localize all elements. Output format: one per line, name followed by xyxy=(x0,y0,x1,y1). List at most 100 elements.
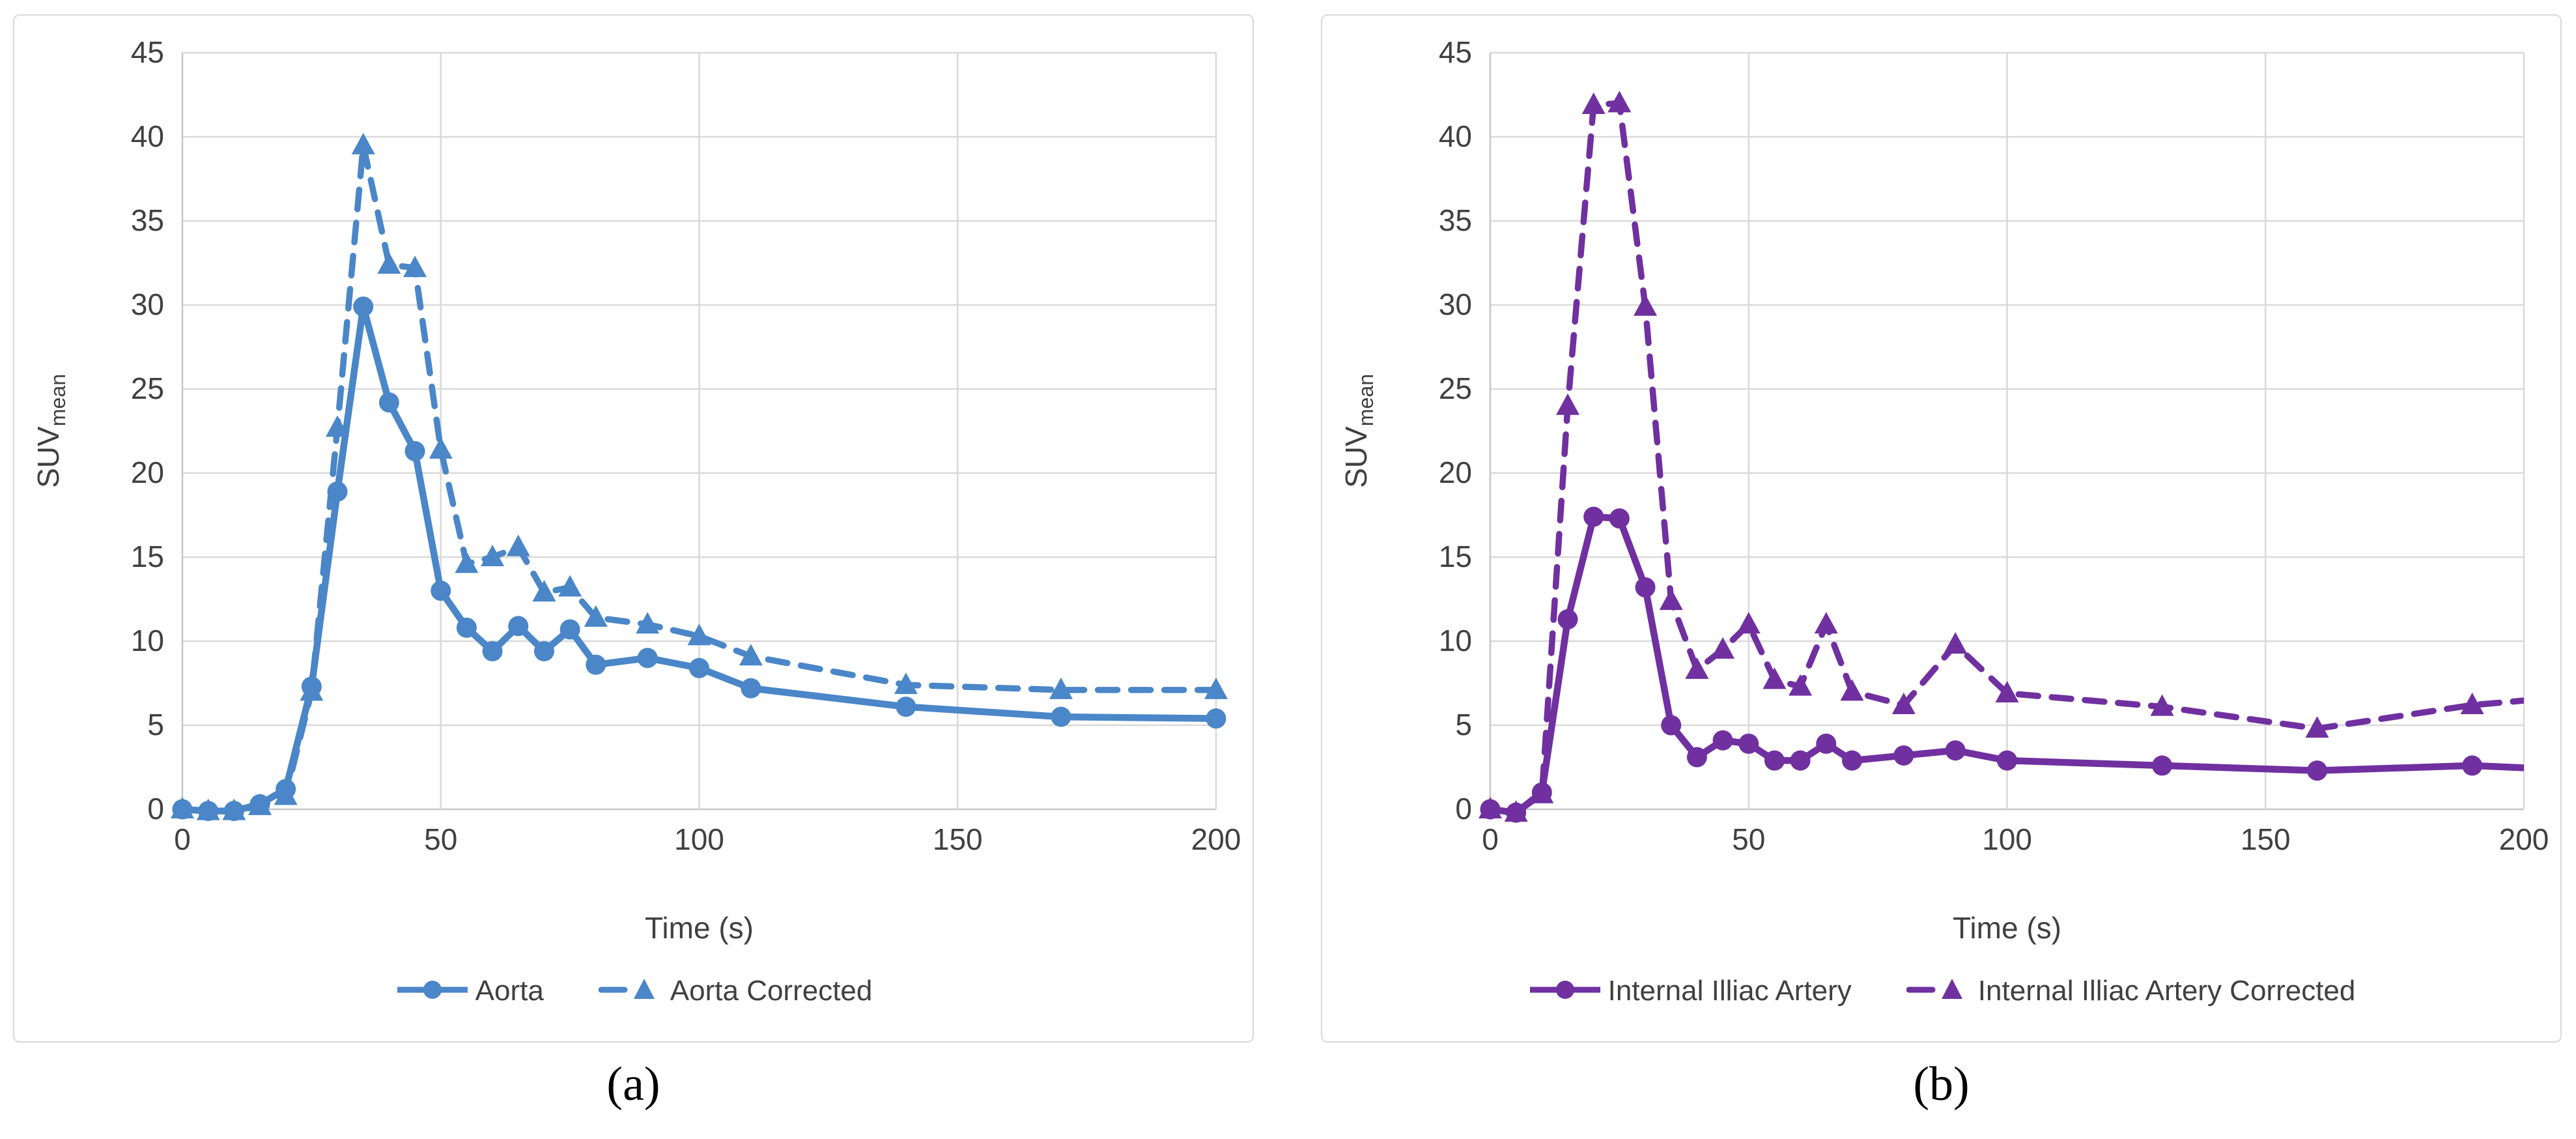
circle-marker xyxy=(508,616,529,637)
triangle-marker xyxy=(894,672,918,695)
circle-marker xyxy=(533,641,554,661)
x-tick-label: 50 xyxy=(1732,822,1765,856)
triangle-marker xyxy=(636,612,660,634)
legend-item-aorta-corrected: Aorta Corrected xyxy=(598,975,873,1007)
circle-marker xyxy=(2462,755,2483,776)
circle-marker xyxy=(1635,577,1656,598)
caption-b: (b) xyxy=(1913,1058,1970,1111)
triangle-marker xyxy=(1685,657,1709,679)
internal-illiac-artery-corrected-legend-marker-icon xyxy=(1906,975,1974,1007)
y-tick-label: 35 xyxy=(131,203,164,237)
y-axis-title-main: SUV xyxy=(1339,426,1374,489)
x-tick-label: 100 xyxy=(1982,822,2032,856)
circle-marker xyxy=(1531,782,1552,803)
circle-marker xyxy=(1661,715,1682,736)
triangle-marker xyxy=(739,644,763,666)
triangle-marker xyxy=(1814,612,1838,634)
triangle-marker xyxy=(481,545,505,566)
circle-marker xyxy=(1790,750,1811,771)
y-tick-label: 0 xyxy=(1455,792,1472,826)
legend-circle xyxy=(423,980,442,999)
triangle-marker xyxy=(2305,716,2329,738)
circle-marker xyxy=(172,799,193,820)
circle-marker xyxy=(1945,740,1966,761)
triangle-marker xyxy=(1634,294,1658,316)
circle-marker xyxy=(2307,760,2328,781)
triangle-marker xyxy=(1607,91,1632,113)
triangle-marker xyxy=(326,415,350,437)
triangle-marker xyxy=(1995,680,2019,702)
legend-label-aorta: Aorta xyxy=(475,975,544,1007)
circle-marker xyxy=(689,657,709,678)
y-axis-title-b: SUVmean xyxy=(1333,16,1385,846)
aorta-legend-marker-icon xyxy=(395,975,472,1007)
aorta-corrected-legend-marker-icon xyxy=(598,975,666,1007)
triangle-marker xyxy=(1762,667,1787,689)
legend-label-internal-illiac-artery-corrected: Internal Illiac Artery Corrected xyxy=(1977,975,2356,1007)
y-axis-title-subscript: mean xyxy=(46,373,70,427)
chart-svg-a: 0 5 10 15 20 25 30 35 40 45 0 50 100 150 200 Time (s) xyxy=(131,35,1241,945)
x-axis-title: Time (s) xyxy=(645,911,754,945)
circle-marker xyxy=(353,296,374,317)
circle-marker xyxy=(1997,750,2017,771)
circle-marker xyxy=(1583,506,1604,527)
circle-marker xyxy=(1506,802,1527,823)
circle-marker xyxy=(1051,706,1071,727)
internal-illiac-artery-legend-marker-icon xyxy=(1527,975,1604,1007)
triangle-marker xyxy=(1204,677,1228,699)
y-axis-title-text: SUVmean xyxy=(31,374,71,488)
b-series-line-solid xyxy=(1486,513,2524,816)
triangle-marker xyxy=(1840,679,1864,701)
chart-svg-b: 0 5 10 15 20 25 30 35 40 45 0 50 100 150 200 Time (s) xyxy=(1439,35,2549,945)
y-tick-label: 5 xyxy=(147,708,164,742)
triangle-marker xyxy=(1659,588,1683,611)
circle-marker xyxy=(2152,755,2173,776)
triangle-marker xyxy=(455,551,479,573)
y-axis-title-main: SUV xyxy=(31,426,66,489)
x-tick-label: 0 xyxy=(174,822,191,856)
circle-marker xyxy=(1206,708,1226,729)
y-tick-label: 15 xyxy=(131,540,164,573)
legend-triangle xyxy=(633,978,655,999)
line-circle-icon xyxy=(1529,980,1600,999)
y-axis-title-text: SUVmean xyxy=(1339,374,1379,488)
chart-panel-b: 0 5 10 15 20 25 30 35 40 45 0 50 100 150 200 Time (s) S… xyxy=(1321,14,2562,1043)
legend-b: Internal Illiac Artery Internal Illiac A… xyxy=(1322,975,2560,1007)
circle-marker xyxy=(198,801,219,822)
x-tick-label: 50 xyxy=(424,822,457,856)
triangle-marker xyxy=(1711,637,1735,659)
x-tick-label: 0 xyxy=(1482,822,1499,856)
y-tick-label: 0 xyxy=(147,792,164,826)
circle-marker xyxy=(482,641,503,661)
legend-circle xyxy=(1555,980,1574,999)
y-tick-label: 35 xyxy=(1439,203,1472,237)
circle-marker xyxy=(249,794,270,815)
triangle-marker xyxy=(2150,694,2174,716)
triangle-marker xyxy=(351,132,375,154)
x-tick-label: 150 xyxy=(933,822,983,856)
y-axis-title-subscript: mean xyxy=(1354,373,1378,427)
circle-marker xyxy=(1480,799,1501,820)
b-series-line-dashed xyxy=(1487,100,2524,816)
circle-marker xyxy=(378,392,399,413)
legend-item-internal-illiac-artery-corrected: Internal Illiac Artery Corrected xyxy=(1906,975,2356,1007)
circle-marker xyxy=(456,617,477,638)
circle-marker xyxy=(301,676,322,697)
dash-triangle-icon xyxy=(598,978,655,999)
triangle-marker xyxy=(1581,92,1606,114)
triangle-marker xyxy=(1891,693,1916,715)
legend-a: Aorta Aorta Corrected xyxy=(14,975,1253,1007)
triangle-marker xyxy=(403,255,427,278)
circle-marker xyxy=(896,697,916,717)
legend-label-aorta-corrected: Aorta Corrected xyxy=(670,975,873,1007)
circle-marker xyxy=(1557,609,1578,629)
y-tick-label: 40 xyxy=(131,119,164,153)
y-tick-label: 30 xyxy=(131,287,164,321)
circle-marker xyxy=(559,619,580,640)
circle-marker xyxy=(1609,508,1630,529)
line-circle-icon xyxy=(397,980,468,999)
triangle-marker xyxy=(506,534,530,556)
caption-a: (a) xyxy=(606,1058,660,1111)
y-tick-label: 20 xyxy=(1439,455,1472,489)
